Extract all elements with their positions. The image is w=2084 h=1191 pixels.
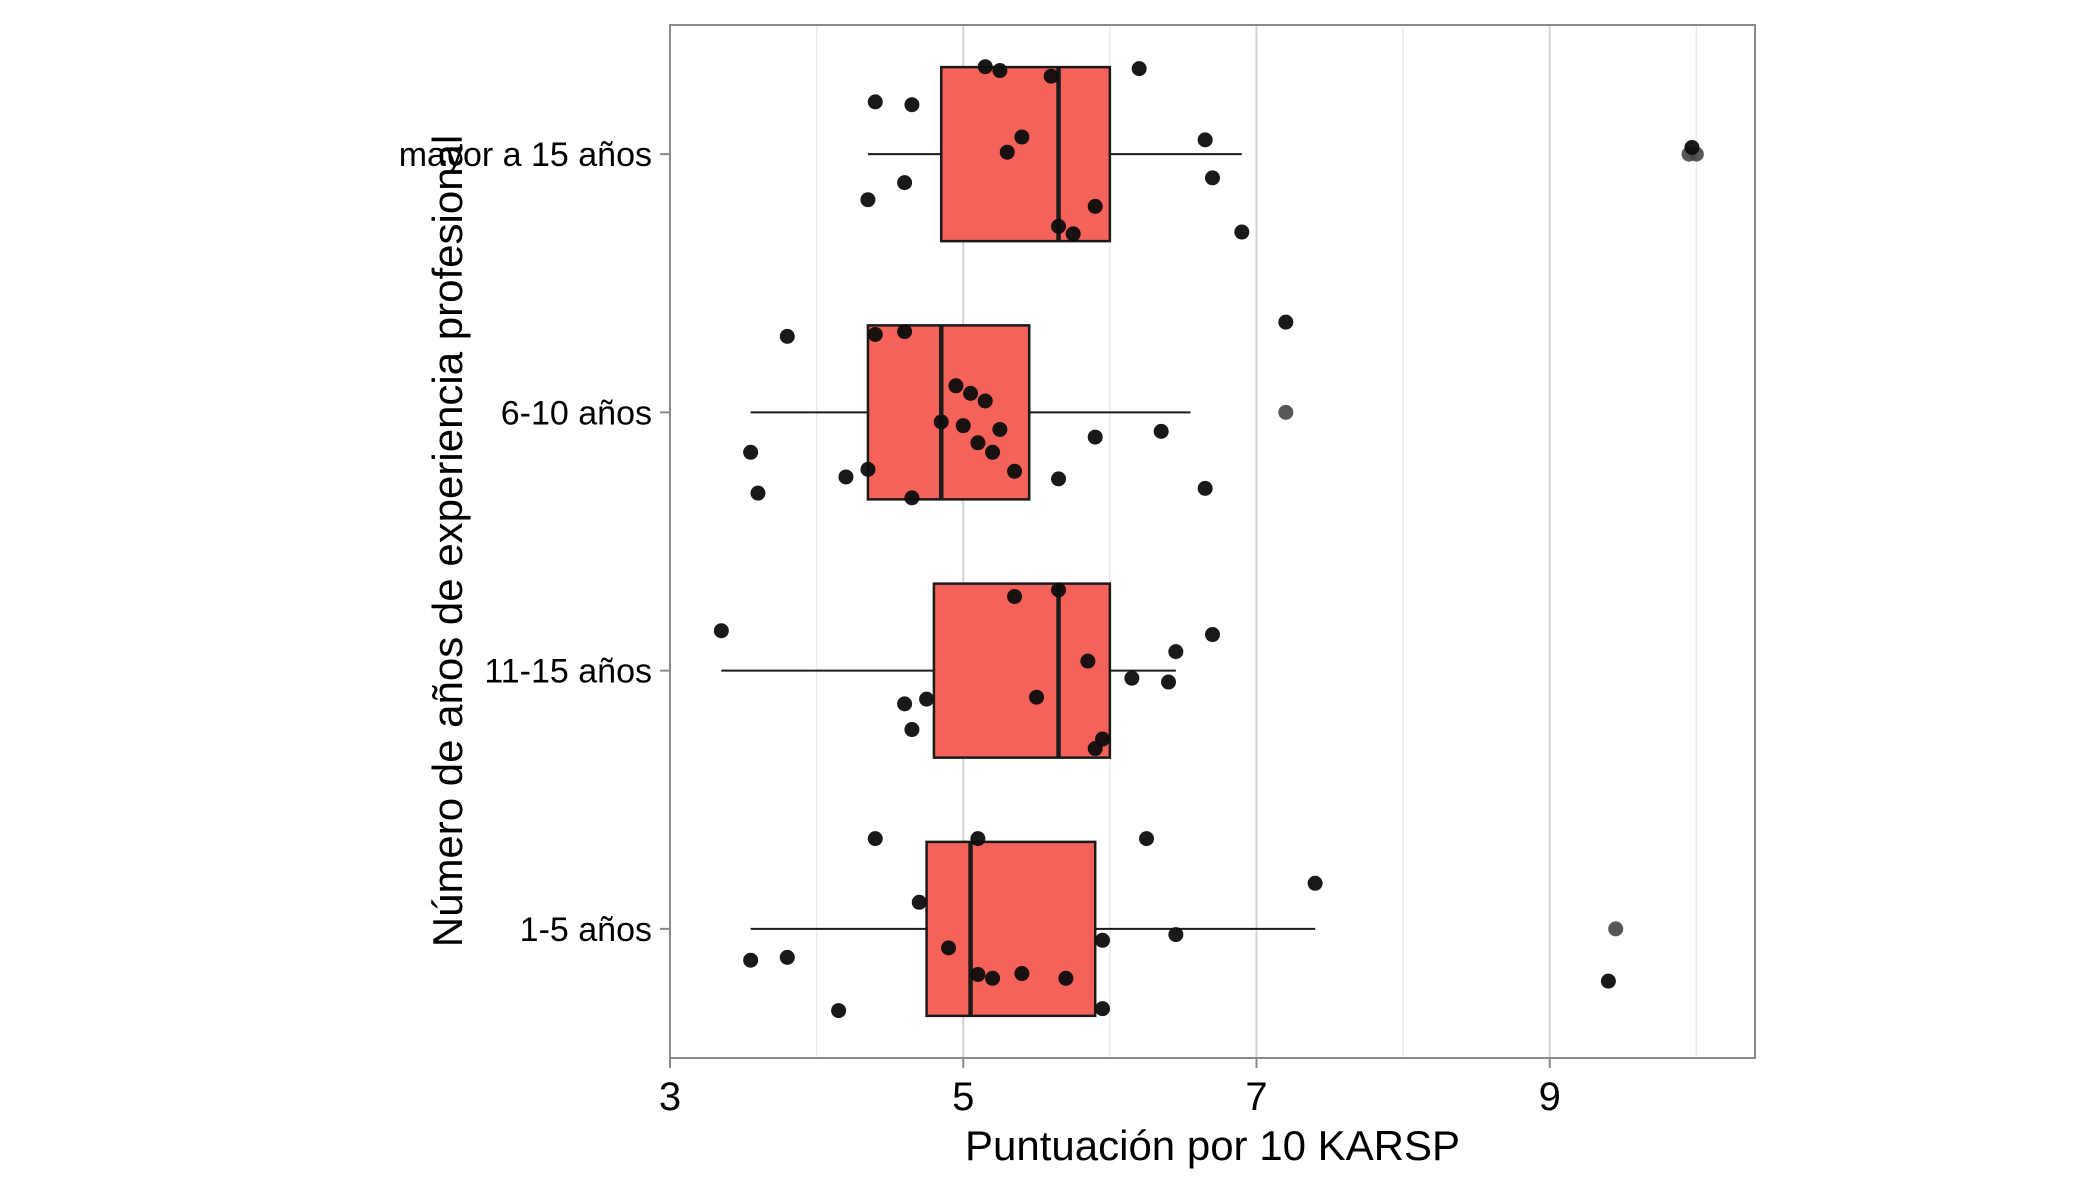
jitter-point xyxy=(867,831,883,847)
jitter-point xyxy=(1153,423,1169,439)
jitter-point xyxy=(1124,670,1140,686)
jitter-point xyxy=(1058,970,1074,986)
jitter-point xyxy=(904,97,920,113)
box xyxy=(866,324,1031,501)
jitter-point xyxy=(1307,875,1323,891)
box xyxy=(932,582,1112,759)
jitter-point xyxy=(1029,689,1045,705)
box xyxy=(925,840,1097,1018)
jitter-point xyxy=(1168,927,1184,943)
jitter-point xyxy=(1161,674,1177,690)
jitter-point xyxy=(992,63,1008,79)
jitter-point xyxy=(1197,132,1213,148)
jitter-point xyxy=(1014,966,1030,982)
jitter-point xyxy=(779,949,795,965)
jitter-point xyxy=(1051,218,1067,234)
jitter-point xyxy=(1051,582,1067,598)
jitter-point xyxy=(999,144,1015,160)
jitter-point xyxy=(1087,429,1103,445)
jitter-point xyxy=(970,435,986,451)
jitter-point xyxy=(1014,129,1030,145)
jitter-point xyxy=(831,1003,847,1019)
jitter-point xyxy=(1087,198,1103,214)
jitter-point xyxy=(867,94,883,110)
jitter-point xyxy=(1080,653,1096,669)
panel-background xyxy=(670,25,1755,1058)
jitter-point xyxy=(1684,139,1700,155)
jitter-point xyxy=(779,328,795,344)
jitter-point xyxy=(1168,644,1184,660)
outlier-point xyxy=(1278,404,1294,420)
jitter-point xyxy=(977,59,993,75)
y-tick-label: 6-10 años xyxy=(501,394,652,432)
jitter-point xyxy=(985,970,1001,986)
jitter-point xyxy=(1278,314,1294,330)
jitter-point xyxy=(941,940,957,956)
outlier-point xyxy=(1608,921,1624,937)
x-tick-label: 5 xyxy=(952,1075,974,1119)
jitter-point xyxy=(1139,831,1155,847)
jitter-point xyxy=(1205,170,1220,186)
jitter-point xyxy=(1234,224,1250,240)
jitter-point xyxy=(1043,68,1059,84)
jitter-point xyxy=(933,414,949,430)
jitter-point xyxy=(955,418,971,434)
jitter-point xyxy=(1197,480,1213,496)
jitter-point xyxy=(743,444,759,460)
jitter-point xyxy=(1095,731,1111,747)
x-axis-title: Puntuación por 10 KARSP xyxy=(965,1122,1460,1169)
jitter-point xyxy=(1095,1001,1111,1017)
jitter-point xyxy=(867,326,883,342)
jitter-point xyxy=(911,894,927,910)
y-tick-label: 11-15 años xyxy=(484,653,652,691)
jitter-point xyxy=(897,324,913,340)
jitter-point xyxy=(838,469,854,485)
x-tick-label: 9 xyxy=(1539,1075,1561,1119)
jitter-point xyxy=(904,490,920,506)
jitter-point xyxy=(897,696,913,712)
jitter-point xyxy=(963,385,979,401)
jitter-point xyxy=(985,444,1001,460)
jitter-point xyxy=(1007,589,1023,605)
jitter-point xyxy=(860,461,876,477)
panel-border xyxy=(669,24,1756,1059)
y-axis-title: Número de años de experiencia profesiona… xyxy=(424,134,471,948)
jitter-point xyxy=(1007,463,1023,479)
jitter-point xyxy=(1065,226,1081,242)
y-tick-label: mayor a 15 años xyxy=(399,136,652,174)
jitter-point xyxy=(977,393,993,409)
jitter-point xyxy=(904,722,920,738)
box xyxy=(940,65,1112,243)
jitter-point xyxy=(750,485,766,501)
jitter-point xyxy=(970,831,986,847)
x-tick-label: 7 xyxy=(1245,1075,1267,1119)
jitter-point xyxy=(897,175,913,191)
jitter-point xyxy=(743,952,759,968)
jitter-point xyxy=(1051,471,1067,487)
jitter-point xyxy=(992,421,1008,437)
jitter-point xyxy=(1095,932,1111,948)
jitter-point xyxy=(860,192,876,208)
jitter-point xyxy=(1131,61,1147,77)
jitter-point xyxy=(948,378,964,394)
jitter-point xyxy=(970,966,986,982)
x-tick-label: 3 xyxy=(659,1075,681,1119)
jitter-point xyxy=(713,623,729,639)
y-tick-label: 1-5 años xyxy=(520,911,652,949)
jitter-point xyxy=(1600,973,1616,989)
jitter-point xyxy=(919,691,935,707)
jitter-point xyxy=(1205,627,1220,643)
